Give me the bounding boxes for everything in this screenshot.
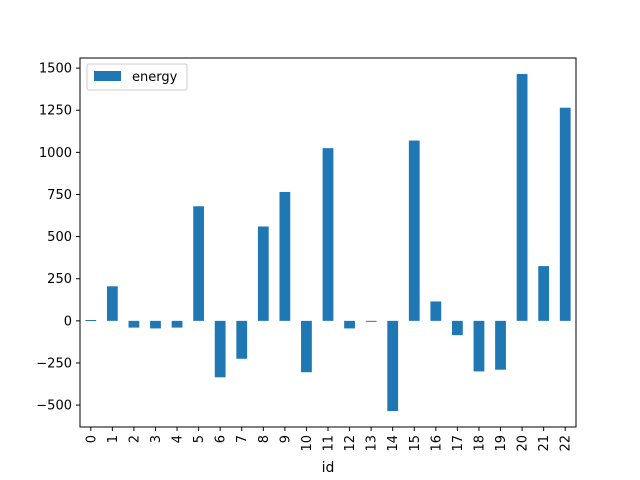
bar-9 [279, 191, 291, 321]
bar-7 [236, 320, 248, 359]
legend-swatch [94, 71, 121, 81]
x-tick-label: 20 [516, 435, 531, 452]
bar-18 [473, 320, 485, 372]
x-tick-label: 0 [84, 435, 99, 443]
x-tick-label: 14 [386, 435, 401, 452]
x-axis-ticks: 0 1 2 3 4 5 6 7 8 9 10 11 12 13 14 15 16 17 18 19 20 21 22 [84, 427, 574, 452]
bar-2 [128, 320, 140, 328]
bar-10 [301, 320, 312, 373]
x-tick-label: 2 [127, 435, 142, 443]
x-tick-label: 9 [278, 435, 293, 443]
y-tick-label: 1000 [39, 146, 72, 161]
x-tick-label: 13 [365, 435, 380, 452]
bar-19 [495, 320, 506, 370]
x-tick-label: 22 [559, 435, 574, 452]
x-tick-label: 3 [149, 435, 164, 443]
bar-14 [387, 320, 399, 411]
x-tick-label: 21 [537, 435, 552, 452]
x-axis-label: id [322, 460, 335, 476]
y-tick-label: −500 [36, 399, 72, 414]
x-tick-label: 19 [494, 435, 509, 452]
x-tick-label: 4 [171, 435, 186, 443]
bar-11 [322, 148, 334, 321]
bar-13 [365, 320, 377, 322]
bar-0 [85, 320, 97, 322]
bar-22 [559, 107, 571, 321]
y-axis-ticks: −500 −250 0 250 500 750 1000 1250 1500 [36, 62, 80, 414]
y-tick-label: 750 [47, 188, 72, 203]
bar-1 [106, 286, 118, 321]
x-tick-label: 5 [192, 435, 207, 443]
bar-16 [430, 301, 442, 321]
bar-4 [171, 320, 183, 328]
x-tick-label: 6 [214, 435, 229, 443]
y-tick-label: 250 [47, 272, 72, 287]
y-tick-label: −250 [36, 356, 72, 371]
bar-8 [257, 226, 269, 321]
bar-6 [214, 320, 226, 378]
x-tick-label: 10 [300, 435, 315, 452]
bar-17 [452, 320, 463, 336]
bar-5 [193, 206, 204, 321]
x-tick-label: 7 [235, 435, 250, 443]
plot-frame [79, 57, 577, 428]
x-tick-label: 11 [322, 435, 337, 452]
x-tick-label: 12 [343, 435, 358, 452]
bar-12 [344, 320, 355, 329]
x-tick-label: 16 [429, 435, 444, 452]
legend-label: energy [132, 70, 178, 85]
x-tick-label: 18 [472, 435, 487, 452]
x-tick-label: 1 [106, 435, 121, 443]
bar-15 [408, 140, 420, 321]
y-tick-label: 1250 [39, 104, 72, 119]
legend-box [86, 63, 188, 91]
legend: energy [86, 63, 188, 91]
x-tick-label: 17 [451, 435, 466, 452]
y-tick-label: 0 [64, 314, 72, 329]
x-tick-label: 8 [257, 435, 272, 443]
y-tick-label: 1500 [39, 62, 72, 77]
y-tick-label: 500 [47, 230, 72, 245]
bar-21 [538, 266, 550, 321]
bars-group [85, 74, 571, 411]
bar-20 [516, 74, 528, 321]
bar-3 [150, 320, 161, 329]
x-tick-label: 15 [408, 435, 423, 452]
